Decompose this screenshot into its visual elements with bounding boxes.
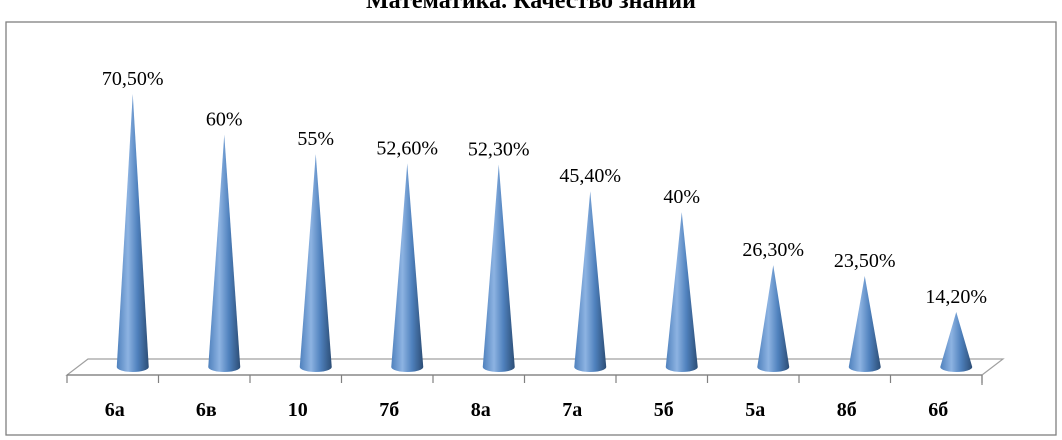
cone-bars (116, 94, 973, 372)
cone-bar (299, 154, 332, 372)
cone-bar (848, 276, 881, 372)
x-axis-ticks (66, 375, 983, 383)
data-label: 60% (206, 109, 243, 131)
cone-body (208, 134, 241, 372)
chart-title: Математика. Качество знаний (366, 0, 696, 14)
cone-bar (940, 312, 973, 372)
category-label: 8а (471, 399, 491, 421)
category-labels: 6а 6в 10 7б 8а 7а 5б 5а 8б 6б (105, 399, 949, 421)
cone-body (940, 312, 973, 372)
cone-bar (574, 191, 607, 372)
category-label: 6б (928, 399, 948, 421)
cone-bar (391, 163, 424, 372)
data-labels: 70,50% 60% 55% 52,60% 52,30% 45,40% 40% 26,30% 2… (102, 68, 987, 308)
cone-body (574, 191, 607, 372)
cone-body (299, 154, 332, 372)
cone-body (757, 265, 790, 372)
cone-body (665, 212, 698, 372)
category-label: 6в (196, 399, 217, 421)
category-label: 10 (288, 399, 308, 421)
data-label: 26,30% (742, 239, 804, 261)
data-label: 52,60% (376, 137, 438, 159)
data-label: 70,50% (102, 68, 164, 90)
category-label: 7б (379, 399, 399, 421)
data-label: 45,40% (559, 165, 621, 187)
cone-bar (116, 94, 149, 372)
category-label: 6а (105, 399, 125, 421)
data-label: 55% (297, 128, 334, 150)
cone-body (116, 94, 149, 372)
category-label: 5а (745, 399, 765, 421)
data-label: 14,20% (925, 286, 987, 308)
category-label: 8б (837, 399, 857, 421)
cone-body (848, 276, 881, 372)
category-label: 5б (654, 399, 674, 421)
cone-body (482, 164, 515, 372)
data-label: 23,50% (834, 250, 896, 272)
category-label: 7а (562, 399, 582, 421)
cone-bar (757, 265, 790, 372)
cone-bar (208, 134, 241, 372)
data-label: 40% (663, 186, 700, 208)
cone-bar (482, 164, 515, 372)
cone-bar (665, 212, 698, 372)
data-label: 52,30% (468, 138, 530, 160)
cone-body (391, 163, 424, 372)
